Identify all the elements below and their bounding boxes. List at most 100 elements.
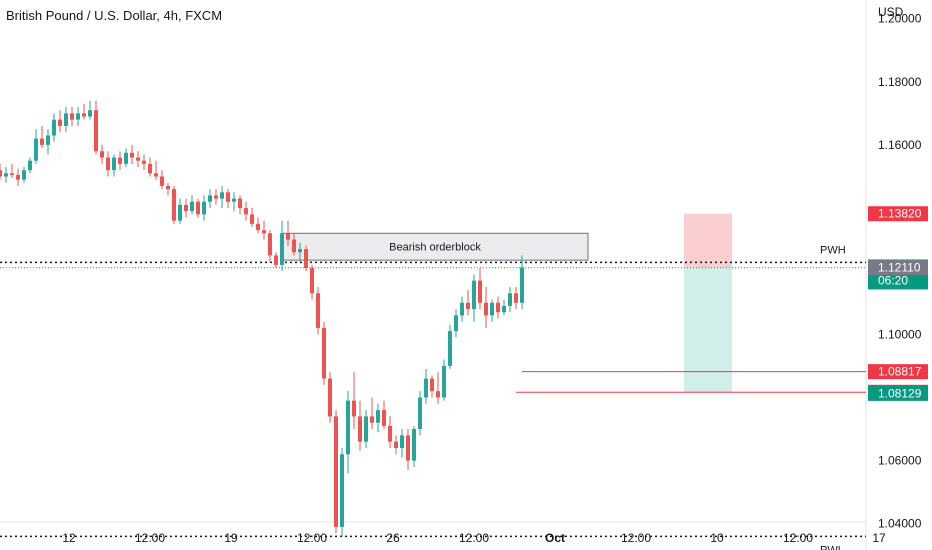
candle[interactable] <box>418 397 422 430</box>
candle[interactable] <box>202 201 206 215</box>
candle[interactable] <box>94 110 98 152</box>
candle[interactable] <box>208 195 212 202</box>
candle[interactable] <box>58 119 62 126</box>
price-tag <box>868 206 928 222</box>
candle[interactable] <box>466 302 470 310</box>
candle[interactable] <box>430 378 434 392</box>
candle[interactable] <box>352 400 356 417</box>
candle[interactable] <box>112 157 116 171</box>
candle[interactable] <box>346 400 350 455</box>
candle[interactable] <box>280 233 284 265</box>
candle[interactable] <box>244 208 248 215</box>
x-tick-label: 26 <box>386 531 400 545</box>
candle[interactable] <box>100 151 104 158</box>
candle[interactable] <box>292 239 296 253</box>
candle[interactable] <box>328 378 332 417</box>
candle[interactable] <box>388 425 392 442</box>
candle[interactable] <box>4 173 8 177</box>
candle[interactable] <box>370 416 374 423</box>
candle[interactable] <box>502 305 506 313</box>
pwh-label: PWH <box>820 244 846 256</box>
candle[interactable] <box>454 315 458 332</box>
candle[interactable] <box>118 157 122 164</box>
candle[interactable] <box>358 416 362 442</box>
candle[interactable] <box>490 302 494 316</box>
candle[interactable] <box>184 204 188 212</box>
candle[interactable] <box>364 416 368 442</box>
candle[interactable] <box>226 192 230 202</box>
candle[interactable] <box>106 157 110 171</box>
candle[interactable] <box>190 201 194 212</box>
stop-loss-zone <box>684 213 732 268</box>
candle[interactable] <box>310 268 314 294</box>
candle[interactable] <box>136 157 140 161</box>
candle[interactable] <box>400 435 404 448</box>
candle[interactable] <box>304 249 308 269</box>
orderblock-label: Bearish orderblock <box>389 242 481 254</box>
candle[interactable] <box>514 293 518 303</box>
candle[interactable] <box>262 230 266 234</box>
candle[interactable] <box>478 280 482 303</box>
y-tick-label: 1.04000 <box>878 517 922 531</box>
candle[interactable] <box>64 113 68 126</box>
candle[interactable] <box>160 176 164 186</box>
candle[interactable] <box>10 173 14 175</box>
candle[interactable] <box>394 441 398 448</box>
x-tick-label: 17 <box>872 531 886 545</box>
candle[interactable] <box>88 110 92 117</box>
y-tick-label: 1.10000 <box>878 327 922 341</box>
candle[interactable] <box>142 160 146 164</box>
candle[interactable] <box>82 113 86 117</box>
orderblock-box[interactable] <box>281 232 589 261</box>
candle[interactable] <box>376 410 380 423</box>
candle[interactable] <box>172 189 176 221</box>
candle[interactable] <box>166 185 170 190</box>
candle[interactable] <box>484 302 488 316</box>
candle[interactable] <box>268 233 272 256</box>
candle[interactable] <box>286 233 290 240</box>
candle[interactable] <box>16 174 20 180</box>
candle[interactable] <box>250 214 254 224</box>
candle[interactable] <box>508 293 512 306</box>
candle[interactable] <box>448 331 452 366</box>
y-tick-label: 1.20000 <box>878 12 922 26</box>
candle[interactable] <box>154 173 158 177</box>
candle[interactable] <box>28 160 32 171</box>
candle[interactable] <box>406 435 410 461</box>
candle[interactable] <box>220 192 224 199</box>
candle[interactable] <box>460 302 464 316</box>
candle[interactable] <box>52 119 56 136</box>
candle[interactable] <box>274 255 278 265</box>
candle[interactable] <box>412 429 416 461</box>
candle[interactable] <box>256 223 260 231</box>
candle[interactable] <box>46 135 50 145</box>
candle[interactable] <box>382 410 386 426</box>
candle[interactable] <box>124 152 128 164</box>
candle[interactable] <box>322 328 326 379</box>
candle[interactable] <box>0 170 2 177</box>
candle[interactable] <box>214 195 218 199</box>
candle[interactable] <box>148 163 152 174</box>
price-tag-label: 1.08129 <box>878 386 922 400</box>
candle[interactable] <box>298 249 302 253</box>
candle[interactable] <box>340 454 344 527</box>
candle[interactable] <box>232 198 236 202</box>
candle[interactable] <box>472 280 476 310</box>
candle[interactable] <box>178 204 182 221</box>
candle[interactable] <box>70 113 74 120</box>
candle[interactable] <box>238 198 242 209</box>
candle[interactable] <box>40 138 44 145</box>
candle[interactable] <box>22 170 26 180</box>
candle[interactable] <box>520 267 524 303</box>
candle[interactable] <box>196 201 200 215</box>
candle[interactable] <box>76 113 80 120</box>
candle[interactable] <box>34 138 38 161</box>
candle[interactable] <box>496 302 500 313</box>
candle[interactable] <box>316 293 320 329</box>
candle[interactable] <box>130 152 134 158</box>
candle[interactable] <box>424 378 428 398</box>
candle[interactable] <box>442 365 446 398</box>
candle[interactable] <box>436 391 440 398</box>
candle[interactable] <box>334 416 338 527</box>
